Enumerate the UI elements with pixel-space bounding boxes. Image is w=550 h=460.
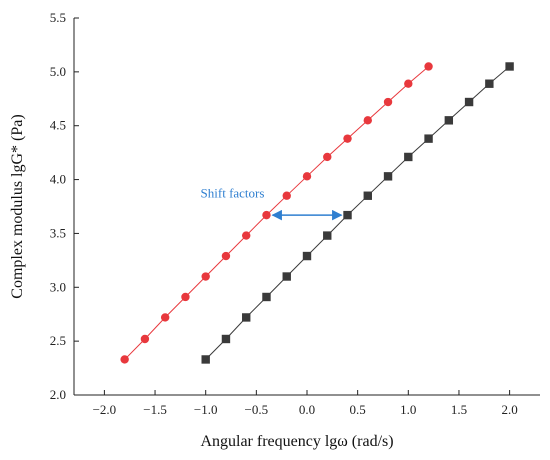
y-tick-label: 2.0 [50, 387, 66, 402]
series-2 [201, 62, 514, 364]
data-point [383, 97, 393, 107]
data-point [201, 355, 210, 364]
x-axis-title: Angular frequency lgω (rad/s) [200, 433, 393, 450]
x-tick-label: 1.0 [400, 402, 416, 417]
data-point [242, 231, 251, 240]
data-point [221, 334, 231, 344]
x-tick-label: 1.5 [451, 402, 467, 417]
data-point [302, 172, 312, 181]
x-axis: −2.0 −1.5 −1.0 −0.5 0.0 0.5 1.0 1.5 2.0 [93, 390, 518, 417]
data-point [383, 172, 393, 181]
data-point [404, 152, 413, 162]
y-tick-label: 3.0 [50, 279, 66, 294]
data-point [120, 355, 129, 364]
x-tick-label: −1.5 [143, 402, 167, 417]
data-point [444, 116, 454, 125]
data-point [262, 292, 271, 302]
data-point [485, 79, 494, 88]
data-point [282, 272, 291, 281]
data-point [160, 313, 170, 322]
y-axis-title: Complex modulus lgG* (Pa) [9, 114, 26, 298]
series-line [205, 66, 510, 360]
y-axis: 2.0 2.5 3.0 3.5 4.0 4.5 5.0 5.5 [50, 10, 79, 402]
y-tick-label: 2.5 [50, 333, 66, 348]
data-point [323, 231, 332, 240]
data-point [464, 97, 474, 107]
data-point [302, 251, 312, 261]
x-tick-label: −0.5 [245, 402, 269, 417]
data-point [221, 251, 231, 261]
x-tick-label: 0.5 [350, 402, 366, 417]
data-point [363, 191, 372, 200]
data-point [343, 134, 352, 143]
y-tick-label: 3.5 [50, 225, 66, 240]
y-tick-label: 5.0 [50, 64, 66, 79]
y-tick-label: 4.0 [50, 172, 66, 187]
y-tick-label: 5.5 [50, 10, 66, 25]
x-tick-label: 2.0 [501, 402, 517, 417]
x-tick-label: 0.0 [299, 402, 315, 417]
data-point [242, 313, 251, 322]
y-tick-label: 4.5 [50, 118, 66, 133]
data-point [404, 79, 413, 88]
data-point [424, 62, 433, 71]
data-point [282, 191, 291, 200]
data-point [424, 134, 433, 143]
x-tick-label: −2.0 [93, 402, 117, 417]
data-point [363, 116, 372, 125]
series-1 [120, 62, 433, 364]
annotation-text: Shift factors [201, 186, 265, 201]
data-point [323, 152, 332, 162]
data-point [201, 272, 210, 281]
data-point [343, 210, 352, 220]
annotation: Shift factors [201, 186, 343, 221]
data-point [505, 62, 514, 71]
data-point [262, 210, 271, 220]
x-tick-label: −1.0 [194, 402, 218, 417]
series-line [124, 66, 429, 360]
data-point [140, 334, 150, 344]
data-point [181, 292, 190, 302]
series-layer [120, 62, 514, 364]
